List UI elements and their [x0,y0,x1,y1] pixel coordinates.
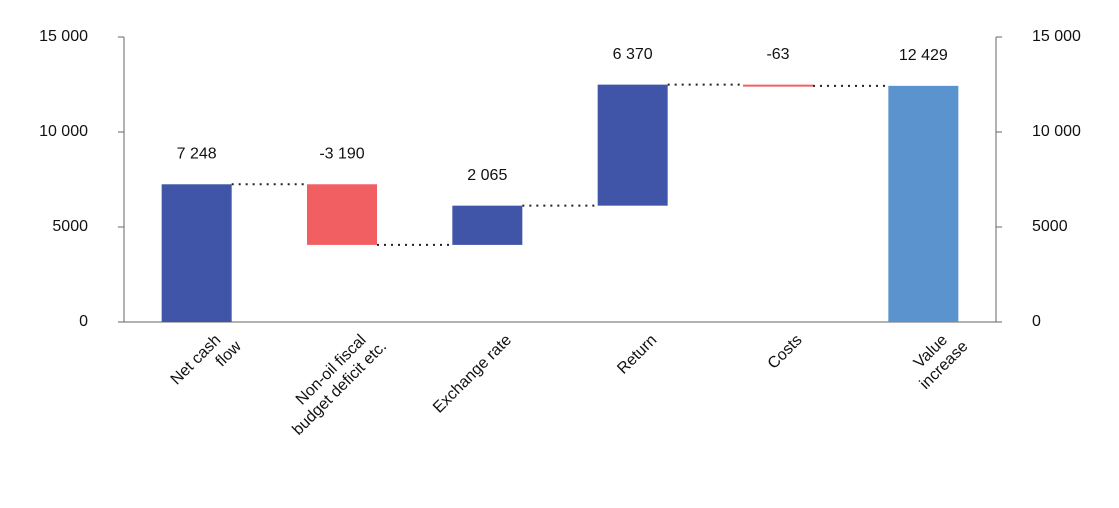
y-tick-label: 0 [1032,313,1041,330]
bar [307,184,377,245]
y-tick-label: 10 000 [39,123,88,140]
x-tick-label: Costs [765,332,806,373]
value-label: 6 370 [613,46,653,63]
y-tick-label: 5000 [1032,218,1068,235]
y-tick-label: 15 000 [1032,28,1081,45]
bar [888,85,959,322]
bar [452,205,523,245]
x-tick-label: Return [614,332,660,378]
y-tick-label: 5000 [52,218,88,235]
value-label: -3 190 [319,146,364,163]
bar [161,184,232,322]
value-label: -63 [766,46,789,63]
x-tick-label: Valueincrease [903,325,971,393]
value-label: 2 065 [467,167,507,184]
value-label: 12 429 [899,47,948,64]
y-tick-label: 10 000 [1032,123,1081,140]
y-tick-label: 0 [79,313,88,330]
bar [597,84,668,206]
x-tick-label: Exchange rate [430,332,515,417]
x-tick-label: Net cashflow [168,324,246,402]
bar [743,84,813,87]
value-label: 7 248 [177,146,217,163]
x-tick-label: Non-oil fiscalbudget deficit etc. [276,325,390,439]
y-tick-label: 15 000 [39,28,88,45]
